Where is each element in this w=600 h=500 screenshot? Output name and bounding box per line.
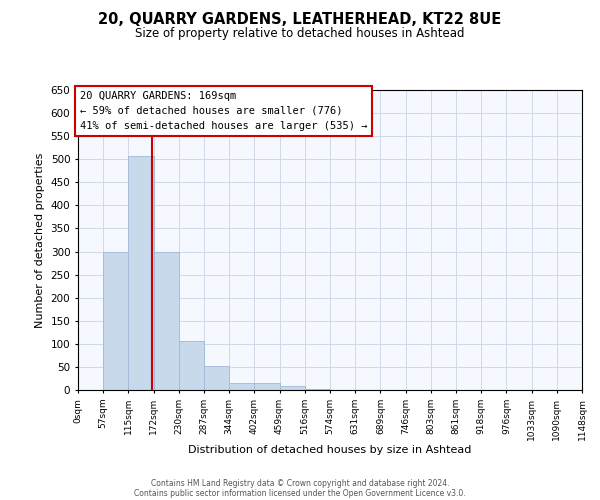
Bar — [179, 340, 204, 390]
Y-axis label: Number of detached properties: Number of detached properties — [35, 152, 45, 328]
Bar — [204, 366, 229, 390]
Text: Contains public sector information licensed under the Open Government Licence v3: Contains public sector information licen… — [134, 488, 466, 498]
Bar — [305, 388, 330, 390]
Bar — [128, 156, 154, 390]
Text: 20, QUARRY GARDENS, LEATHERHEAD, KT22 8UE: 20, QUARRY GARDENS, LEATHERHEAD, KT22 8U… — [98, 12, 502, 28]
Bar — [254, 383, 280, 390]
Bar — [229, 383, 254, 390]
Text: 20 QUARRY GARDENS: 169sqm
← 59% of detached houses are smaller (776)
41% of semi: 20 QUARRY GARDENS: 169sqm ← 59% of detac… — [80, 91, 367, 130]
Bar — [103, 252, 128, 390]
Bar — [280, 386, 305, 390]
Bar — [154, 252, 179, 390]
Text: Contains HM Land Registry data © Crown copyright and database right 2024.: Contains HM Land Registry data © Crown c… — [151, 478, 449, 488]
X-axis label: Distribution of detached houses by size in Ashtead: Distribution of detached houses by size … — [188, 446, 472, 456]
Text: Size of property relative to detached houses in Ashtead: Size of property relative to detached ho… — [135, 28, 465, 40]
